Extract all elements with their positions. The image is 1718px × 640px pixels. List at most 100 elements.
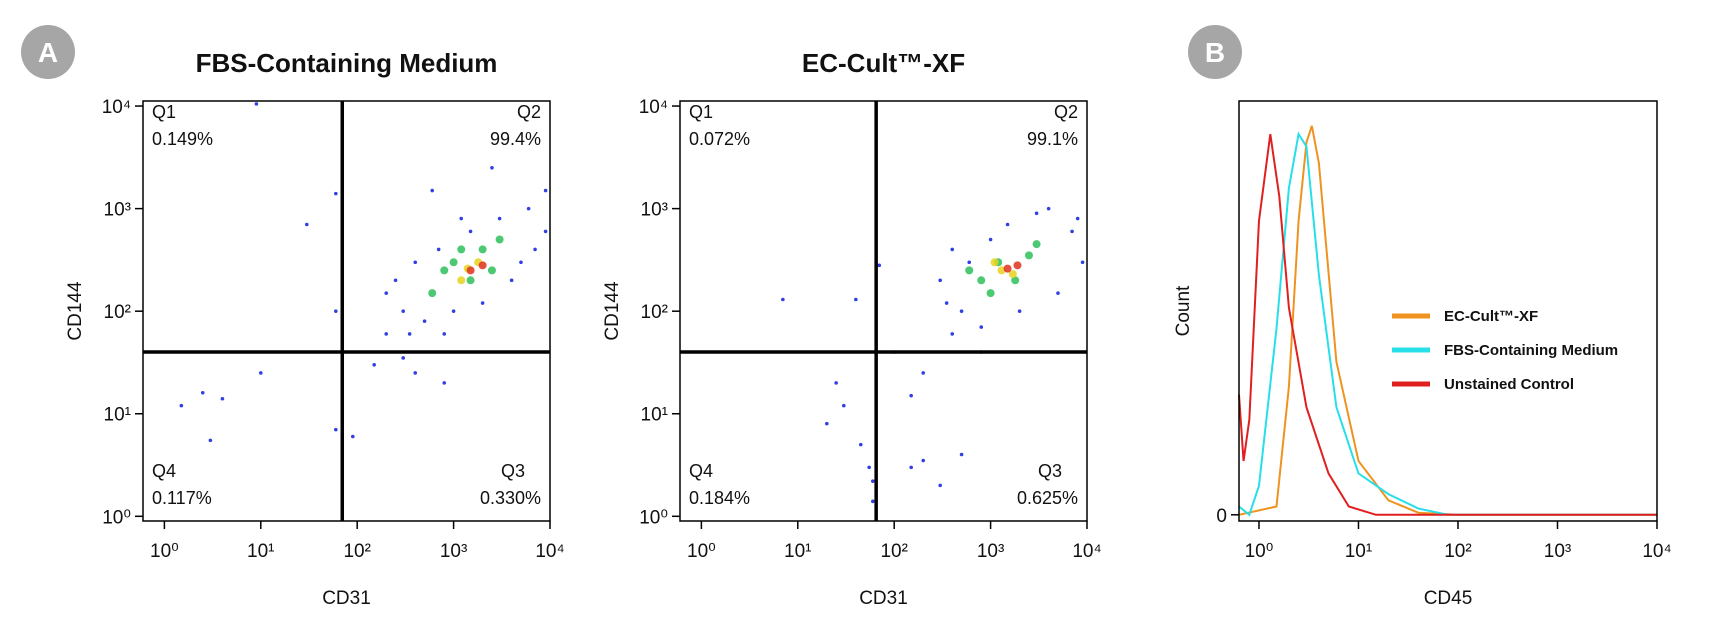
plot-area (1238, 125, 1657, 517)
scatter-point (468, 229, 473, 234)
scatter-point (1034, 211, 1039, 216)
scatter-point (384, 332, 389, 336)
scatter-point (200, 391, 205, 395)
scatter-point (490, 165, 494, 170)
quadrant-name: Q1 (689, 102, 713, 122)
scatter-point (449, 258, 458, 267)
y-tick-label: 10² (641, 302, 668, 323)
scatter-point (938, 278, 942, 283)
scatter-point (921, 458, 926, 463)
y-tick-label: 10² (104, 302, 131, 323)
quadrant-name: Q4 (689, 461, 713, 481)
scatter-point (877, 263, 882, 268)
panel-badge (1188, 25, 1242, 79)
scatter-point (781, 297, 785, 302)
panel-label: A (38, 37, 58, 68)
scatter-point (334, 427, 338, 432)
plot-frame (142, 100, 551, 522)
scatter-point (422, 319, 427, 323)
scatter-point (1056, 291, 1060, 295)
scatter-point (909, 393, 913, 398)
scatter-point (401, 309, 405, 313)
scatter-point (519, 260, 523, 265)
scatter-point (457, 276, 466, 285)
scatter-point (543, 188, 548, 193)
y-tick-label: 10⁴ (639, 97, 668, 118)
scatter-point (909, 465, 913, 470)
y-tick-label: 10¹ (641, 405, 668, 426)
plot-frame (1238, 100, 1658, 522)
scatter-point (1008, 270, 1017, 279)
y-tick-label: 0 (1216, 506, 1227, 527)
x-tick-label: 10² (880, 541, 907, 562)
scatter-point (959, 452, 964, 457)
x-tick-label: 10² (343, 541, 370, 562)
quadrant-name: Q3 (501, 461, 525, 481)
scatter-point (1005, 222, 1010, 227)
scatter-point (944, 301, 949, 305)
scatter-point (965, 266, 974, 275)
plot-frame (679, 100, 1088, 522)
scatter-point (509, 278, 514, 283)
chart-title: EC-Cult™-XF (802, 48, 965, 78)
scatter-point (979, 325, 984, 329)
scatter-point (393, 278, 398, 283)
scatter-point (871, 499, 875, 504)
legend-label: FBS-Containing Medium (1444, 342, 1618, 359)
scatter-point (1017, 309, 1022, 313)
scatter-point (986, 289, 995, 298)
x-tick-label: 10¹ (784, 541, 811, 562)
quadrant-percent: 0.330% (480, 488, 541, 508)
scatter-point (487, 266, 496, 275)
scatter-point (543, 229, 548, 234)
plot-area (179, 102, 548, 443)
scatter-point (867, 465, 871, 470)
scatter-point (533, 247, 537, 252)
scatter-point (1080, 260, 1085, 265)
x-tick-label: 10⁰ (150, 541, 179, 562)
scatter-point (526, 206, 531, 211)
y-axis-label: CD144 (65, 281, 86, 341)
panel-label: B (1205, 37, 1225, 68)
quadrant-name: Q2 (1054, 102, 1078, 122)
scatter-point (258, 371, 263, 375)
scatter-point (413, 260, 418, 265)
scatter-point (334, 191, 338, 196)
y-axis-label: CD144 (602, 281, 623, 341)
x-tick-label: 10² (1444, 541, 1471, 562)
scatter-point (478, 261, 487, 270)
y-tick-label: 10³ (104, 200, 131, 221)
quadrant-percent: 0.072% (689, 129, 750, 149)
scatter-point (858, 442, 863, 447)
x-tick-label: 10¹ (1345, 541, 1372, 562)
x-tick-label: 10⁴ (1072, 541, 1101, 562)
x-tick-label: 10³ (1544, 541, 1571, 562)
histogram-line (1238, 133, 1657, 516)
scatter-point (1024, 251, 1033, 260)
scatter-point (854, 297, 858, 302)
y-tick-label: 10⁰ (639, 507, 668, 528)
scatter-point (430, 188, 435, 193)
scatter-point (436, 247, 441, 252)
x-axis-label: CD45 (1424, 588, 1473, 609)
x-tick-label: 10³ (440, 541, 467, 562)
x-axis-label: CD31 (322, 588, 371, 609)
scatter-point (179, 403, 184, 408)
scatter-point (921, 371, 926, 375)
scatter-point (428, 289, 437, 298)
chart-title: FBS-Containing Medium (196, 48, 498, 78)
scatter-point (1032, 240, 1041, 249)
scatter-point (220, 396, 225, 401)
scatter-point (442, 381, 447, 385)
x-tick-label: 10⁰ (1245, 541, 1274, 562)
y-tick-label: 10¹ (104, 405, 131, 426)
scatter-point (413, 371, 418, 375)
x-tick-label: 10⁴ (535, 541, 564, 562)
scatter-point (384, 291, 389, 295)
legend-label: Unstained Control (1444, 376, 1574, 393)
scatter-point (350, 434, 355, 439)
x-tick-label: 10³ (977, 541, 1004, 562)
scatter-point (990, 258, 999, 267)
